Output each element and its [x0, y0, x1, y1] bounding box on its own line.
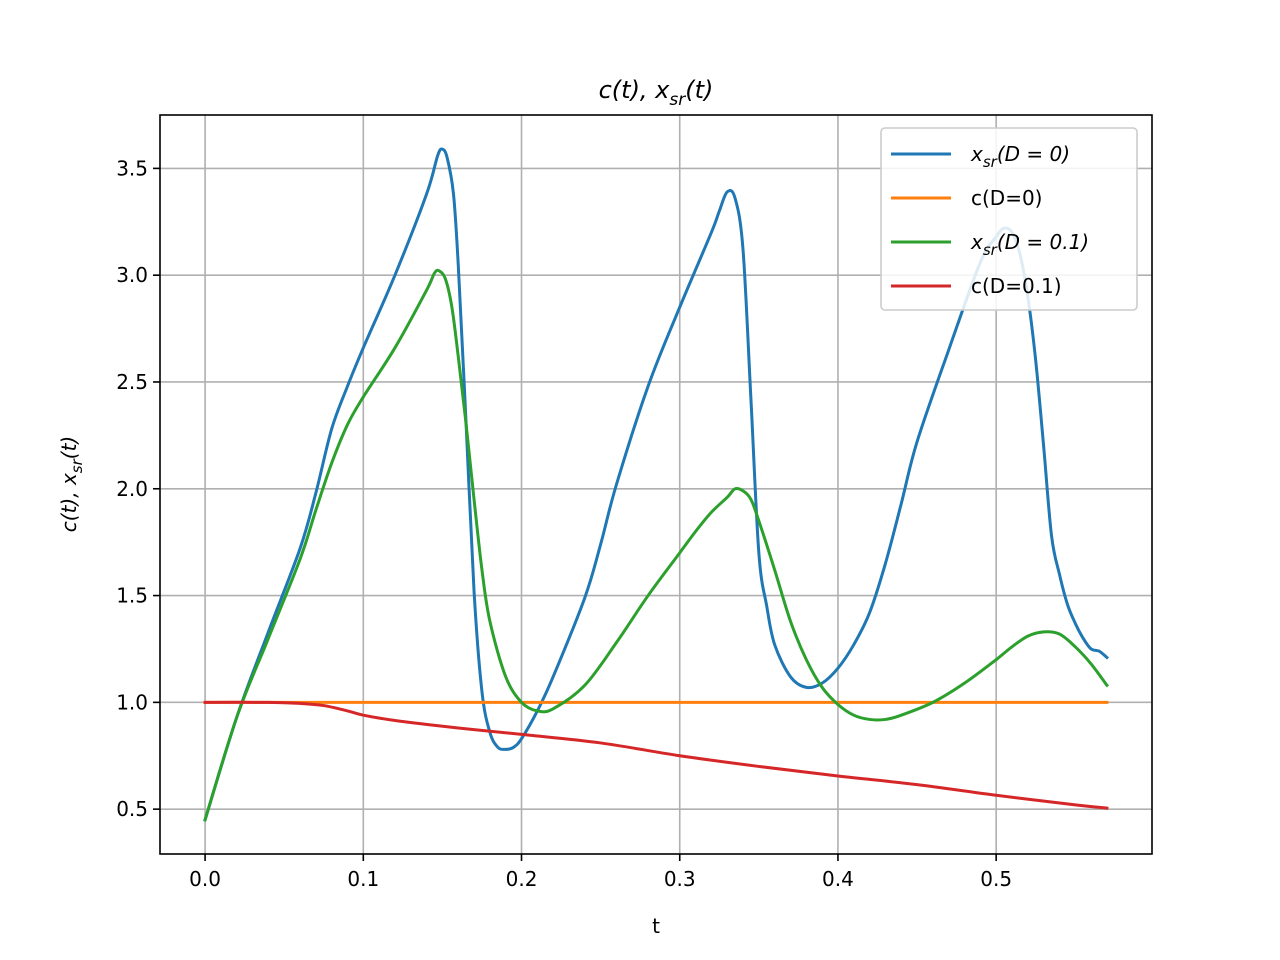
y-tick-label: 2.5 [116, 370, 148, 394]
y-tick-label: 3.5 [116, 156, 148, 180]
y-tick-label: 1.5 [116, 584, 148, 608]
y-axis-label: c(t), xsr(t) [57, 436, 86, 532]
x-tick-label: 0.1 [347, 867, 379, 891]
legend-box [880, 127, 1138, 311]
x-axis-label: t [652, 914, 660, 938]
y-tick-label: 3.0 [116, 263, 148, 287]
series-line-2 [203, 268, 1110, 822]
legend-label-3: c(D=0.1) [971, 274, 1062, 298]
x-tick-label: 0.5 [980, 867, 1012, 891]
y-axis: 0.5 1.0 1.5 2.0 2.5 3.0 3.5 [116, 156, 160, 821]
y-tick-label: 0.5 [116, 797, 148, 821]
legend-label-1: c(D=0) [971, 186, 1042, 210]
y-tick-label: 2.0 [116, 477, 148, 501]
x-tick-label: 0.0 [189, 867, 221, 891]
legend-label-0: xsr(D = 0) [970, 142, 1070, 171]
x-tick-label: 0.3 [664, 867, 696, 891]
legend-label-2: xsr(D = 0.1) [970, 230, 1089, 259]
y-tick-label: 1.0 [116, 690, 148, 714]
chart-title-subscript: sr [669, 90, 686, 110]
series-line-3 [203, 700, 1109, 810]
x-tick-label: 0.4 [822, 867, 854, 891]
x-tick-label: 0.2 [506, 867, 538, 891]
legend: xsr(D = 0) c(D=0) xsr(D = 0.1) c(D=0.1) [880, 127, 1138, 311]
chart-title: c(t), xsr(t) [599, 76, 714, 110]
y-axis-label-subscript: sr [68, 458, 86, 473]
plot-frame [159, 114, 1153, 855]
x-axis: 0.0 0.1 0.2 0.3 0.4 0.5 [189, 854, 1012, 891]
